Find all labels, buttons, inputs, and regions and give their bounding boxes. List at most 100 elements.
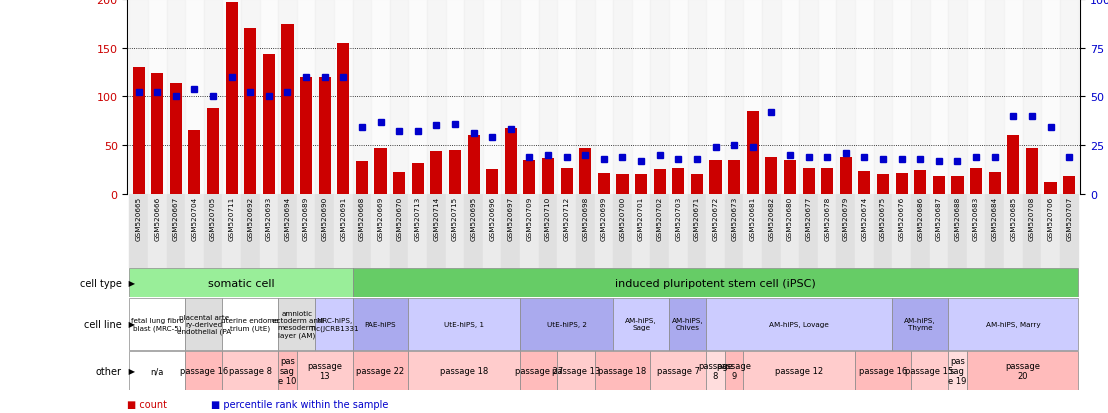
Bar xyxy=(445,194,464,268)
Bar xyxy=(297,194,316,268)
Bar xyxy=(743,194,762,268)
Text: GSM520679: GSM520679 xyxy=(843,196,849,240)
Text: GSM520678: GSM520678 xyxy=(824,196,830,240)
Bar xyxy=(706,194,725,268)
Bar xyxy=(1042,0,1060,194)
Text: passage 15: passage 15 xyxy=(905,366,954,375)
Text: GSM520676: GSM520676 xyxy=(899,196,904,240)
Bar xyxy=(166,194,185,268)
Bar xyxy=(948,298,1078,351)
Bar xyxy=(409,194,427,268)
Text: passage 27: passage 27 xyxy=(514,366,563,375)
Text: MRC-hiPS,
Tic(JCRB1331: MRC-hiPS, Tic(JCRB1331 xyxy=(310,318,358,331)
Text: passage
8: passage 8 xyxy=(698,361,733,380)
Bar xyxy=(598,174,609,194)
Bar xyxy=(1007,136,1019,194)
Text: GSM520680: GSM520680 xyxy=(787,196,793,240)
Bar xyxy=(464,0,483,194)
Text: other: other xyxy=(96,366,122,376)
Text: GSM520665: GSM520665 xyxy=(135,196,142,240)
Text: passage 18: passage 18 xyxy=(440,366,489,375)
Bar xyxy=(706,351,725,390)
Bar xyxy=(1023,194,1042,268)
Text: GSM520689: GSM520689 xyxy=(304,196,309,240)
Bar xyxy=(557,0,576,194)
Bar xyxy=(654,170,666,194)
Bar xyxy=(1060,0,1078,194)
Bar xyxy=(837,194,855,268)
Bar xyxy=(911,351,948,390)
Bar xyxy=(263,55,275,194)
Text: GSM520706: GSM520706 xyxy=(1047,196,1054,240)
Bar xyxy=(728,160,740,194)
Text: passage 16: passage 16 xyxy=(859,366,907,375)
Text: GSM520703: GSM520703 xyxy=(675,196,681,240)
Text: n/a: n/a xyxy=(151,366,164,375)
Text: GSM520688: GSM520688 xyxy=(954,196,961,240)
Bar xyxy=(147,194,166,268)
Bar xyxy=(375,149,387,194)
Bar xyxy=(933,177,945,194)
Text: GSM520685: GSM520685 xyxy=(1010,196,1016,240)
Bar xyxy=(650,351,706,390)
Bar xyxy=(706,0,725,194)
Bar xyxy=(855,0,874,194)
Text: ▶: ▶ xyxy=(126,278,135,287)
Bar xyxy=(691,175,702,194)
Text: GSM520694: GSM520694 xyxy=(285,196,290,240)
Bar xyxy=(914,171,926,194)
Bar xyxy=(352,351,409,390)
Bar xyxy=(725,194,743,268)
Bar xyxy=(223,351,278,390)
Bar xyxy=(784,160,796,194)
Bar xyxy=(297,351,352,390)
Bar xyxy=(892,0,911,194)
Text: GSM520670: GSM520670 xyxy=(397,196,402,240)
Bar xyxy=(316,298,352,351)
Bar xyxy=(613,0,632,194)
Bar xyxy=(874,0,892,194)
Text: GSM520699: GSM520699 xyxy=(601,196,607,240)
Bar xyxy=(240,0,259,194)
Bar xyxy=(1060,194,1078,268)
Text: AM-hiPS, Lovage: AM-hiPS, Lovage xyxy=(769,321,829,327)
Bar xyxy=(557,351,595,390)
Bar xyxy=(542,158,554,194)
Text: AM-hiPS,
Chives: AM-hiPS, Chives xyxy=(671,318,704,331)
Bar xyxy=(390,0,409,194)
Text: GSM520712: GSM520712 xyxy=(564,196,570,240)
Text: GSM520675: GSM520675 xyxy=(880,196,886,240)
Text: passage 22: passage 22 xyxy=(357,366,404,375)
Text: GSM520666: GSM520666 xyxy=(154,196,161,240)
Bar xyxy=(635,175,647,194)
Bar xyxy=(821,169,833,194)
Bar xyxy=(616,175,628,194)
Bar xyxy=(762,194,781,268)
Bar xyxy=(300,78,312,194)
Bar xyxy=(130,269,352,297)
Bar xyxy=(151,74,163,194)
Text: GSM520682: GSM520682 xyxy=(768,196,774,240)
Bar xyxy=(802,169,814,194)
Bar xyxy=(855,351,911,390)
Text: pas
sag
e 19: pas sag e 19 xyxy=(948,356,966,385)
Bar xyxy=(948,0,967,194)
Bar xyxy=(576,194,595,268)
Bar xyxy=(859,172,871,194)
Text: ▶: ▶ xyxy=(126,320,135,329)
Bar xyxy=(356,162,368,194)
Bar xyxy=(557,194,576,268)
Text: passage
9: passage 9 xyxy=(717,361,751,380)
Bar xyxy=(632,0,650,194)
Text: placental arte
ry-derived
endothelial (PA: placental arte ry-derived endothelial (P… xyxy=(176,314,230,335)
Bar xyxy=(948,194,967,268)
Bar xyxy=(223,194,240,268)
Text: GSM520697: GSM520697 xyxy=(507,196,514,240)
Bar xyxy=(427,0,445,194)
Bar xyxy=(855,194,874,268)
Text: GSM520668: GSM520668 xyxy=(359,196,365,240)
Bar xyxy=(483,194,502,268)
Bar xyxy=(967,194,985,268)
Bar xyxy=(1045,183,1057,194)
Bar xyxy=(967,0,985,194)
